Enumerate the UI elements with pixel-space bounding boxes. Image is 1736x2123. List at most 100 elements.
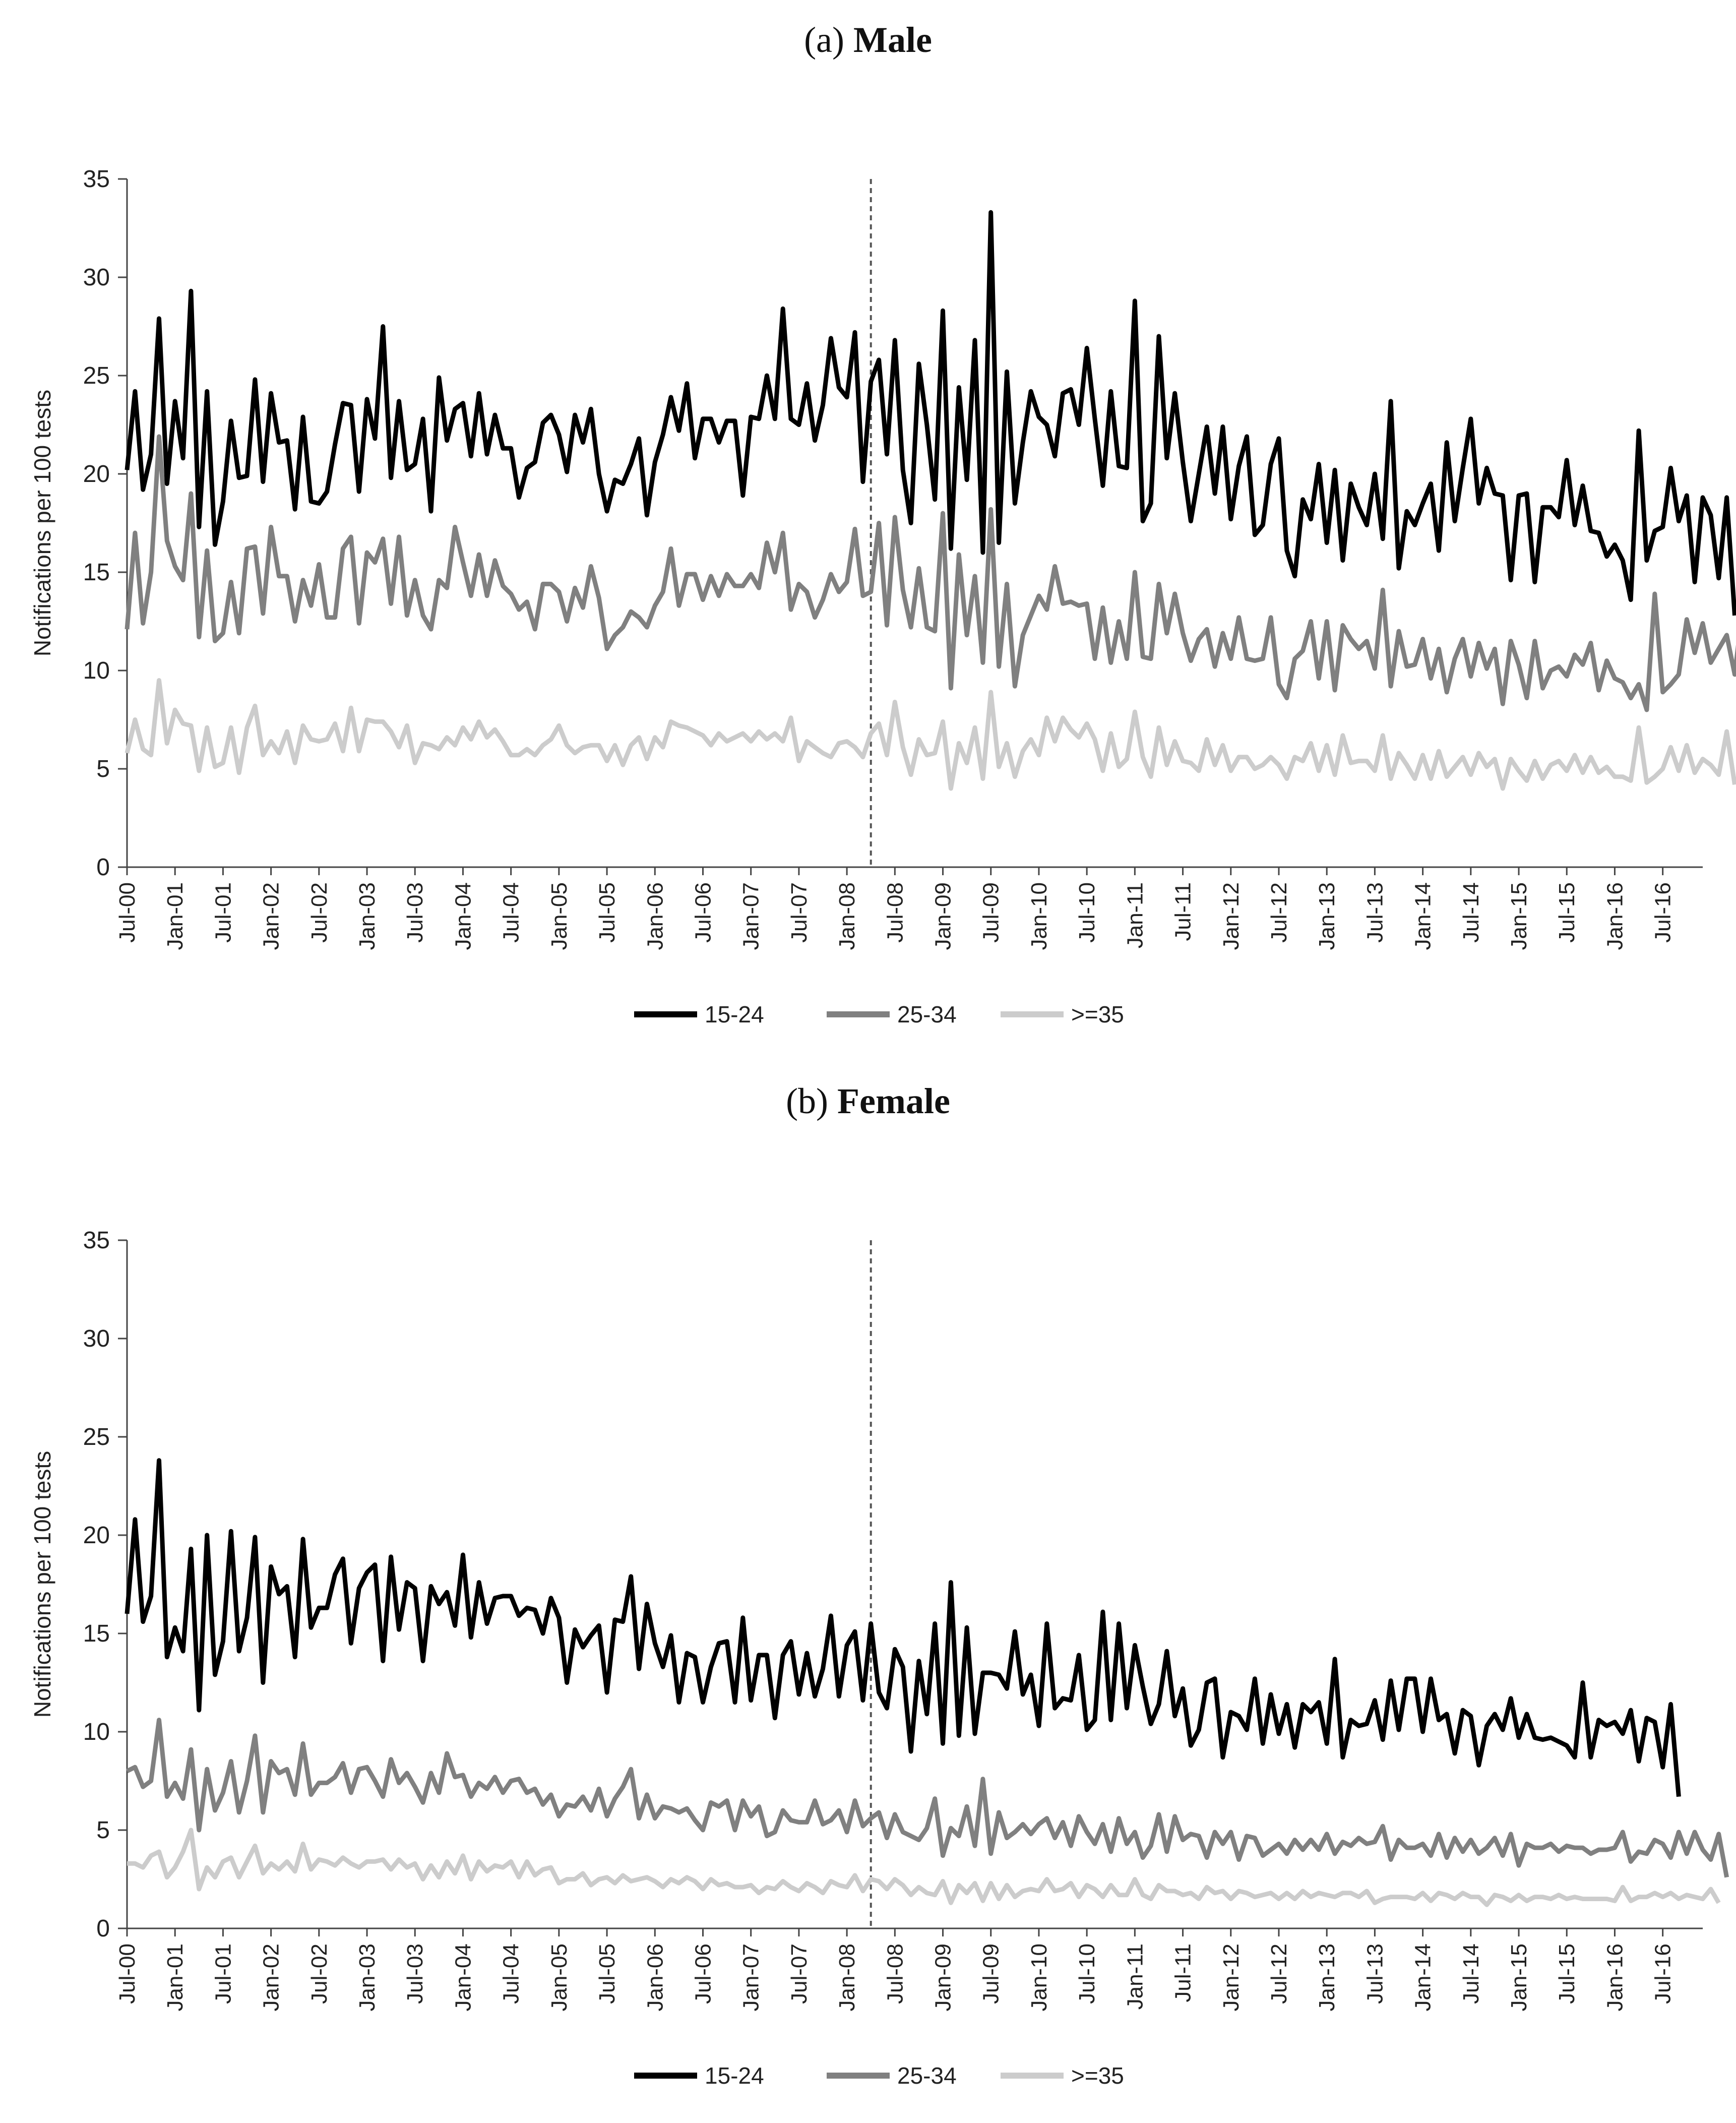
x-tick-label: Jan-10 [1027,1944,1051,2012]
legend-label: >=35 [1071,2063,1124,2089]
series-line-2534 [125,434,1736,712]
x-tick-label: Jan-11 [1123,882,1147,948]
panel-title-name: Male [853,20,932,60]
x-tick-label: Jan-15 [1507,882,1531,950]
legend-label: >=35 [1071,1001,1124,1027]
x-tick-label: Jan-06 [643,882,667,950]
x-tick-label: Jan-07 [739,882,764,950]
x-tick-label: Jul-02 [307,1944,332,2004]
x-tick-label: Jul-09 [979,1944,1004,2004]
x-tick-label: Jul-16 [1651,1944,1676,2004]
panel-female: (b) Female 0 5 10 15 20 25 30 35 Notifications p… [0,1061,1736,2122]
y-tick-label: 5 [96,1817,110,1844]
x-tick-label: Jul-01 [211,1944,235,2004]
x-tick-label: Jul-02 [307,882,332,943]
x-tick-label: Jan-01 [163,1944,188,2012]
x-tick-label: Jul-13 [1362,1944,1387,2004]
y-tick-label: 0 [96,1915,110,1942]
x-tick-label: Jan-08 [835,882,859,950]
x-tick-label: Jul-06 [691,1944,715,2004]
x-tick-label: Jul-14 [1459,1944,1483,2004]
legend-label: 15-24 [705,2063,764,2089]
x-tick-label: Jul-10 [1075,882,1099,943]
x-tick-label: Jan-03 [355,1944,380,2012]
x-tick-label: Jan-14 [1411,882,1436,950]
x-tick-label: Jul-03 [403,1944,427,2004]
legend-label: 25-34 [897,2063,957,2089]
series-line-35 [127,1828,1721,1907]
panel-title-label: (b) [786,1081,829,1121]
y-tick-label: 20 [83,1522,110,1549]
line-chart-female: 0 5 10 15 20 25 30 35 Notifications per 100 test… [29,1227,1729,2089]
x-tick-label: Jan-02 [259,1944,284,2012]
y-tick-label: 10 [83,657,110,684]
x-tick-label: Jan-13 [1315,882,1339,950]
x-tick-label: Jan-13 [1315,1944,1339,2012]
x-tick-label: Jul-00 [115,882,140,943]
y-tick-label: 25 [83,362,110,389]
x-tick-label: Jan-06 [643,1944,667,2012]
y-tick-label: 0 [96,854,110,881]
x-tick-label: Jul-05 [595,882,619,943]
y-tick-label: 5 [96,756,110,782]
x-tick-label: Jan-04 [451,1944,475,2012]
panel-title-name: Female [837,1081,950,1121]
series-line-35 [125,678,1736,791]
y-axis-label: Notifications per 100 tests [29,1451,55,1718]
x-tick-label: Jan-16 [1602,882,1627,950]
series-line-2534 [126,1718,1729,1878]
y-tick-label: 30 [83,264,110,291]
x-tick-label: Jan-07 [739,1944,764,2012]
x-tick-label: Jul-08 [883,882,907,943]
x-tick-label: Jan-03 [355,882,380,950]
x-tick-label: Jul-04 [499,882,524,943]
x-tick-label: Jul-13 [1362,882,1387,943]
x-tick-label: Jan-11 [1123,1944,1147,2010]
x-tick-label: Jul-07 [787,1944,812,2004]
panel-title-label: (a) [804,20,844,60]
x-tick-label: Jan-02 [259,882,284,950]
x-tick-label: Jul-00 [115,1944,140,2004]
x-tick-label: Jul-06 [691,882,715,943]
x-tick-label: Jul-15 [1555,882,1579,943]
y-tick-label: 10 [83,1719,110,1745]
x-tick-label: Jan-05 [547,882,572,950]
x-tick-label: Jan-05 [547,1944,572,2012]
y-tick-label: 25 [83,1424,110,1450]
y-tick-label: 30 [83,1325,110,1352]
x-tick-label: Jan-09 [931,882,956,950]
x-tick-label: Jul-15 [1555,1944,1579,2004]
legend-label: 15-24 [705,1001,764,1027]
x-tick-label: Jan-04 [451,882,475,950]
x-tick-label: Jan-14 [1411,1944,1436,2012]
x-tick-label: Jul-11 [1171,1944,1196,2003]
x-tick-label: Jul-12 [1267,882,1291,943]
x-tick-label: Jul-11 [1171,882,1196,941]
x-tick-label: Jan-01 [163,882,188,950]
x-tick-label: Jan-09 [931,1944,956,2012]
x-tick-label: Jul-08 [883,1944,907,2004]
series-line-1524 [125,210,1736,616]
x-tick-label: Jan-12 [1219,882,1244,950]
x-tick-label: Jan-10 [1027,882,1051,950]
line-chart-male: 0 5 10 15 20 25 30 35 Notifications per 100 test… [29,166,1736,1027]
x-tick-label: Jul-05 [595,1944,619,2004]
x-tick-label: Jul-12 [1267,1944,1291,2004]
panel-title: (a) Male [0,19,1736,61]
x-tick-label: Jul-01 [211,882,235,943]
x-tick-label: Jan-16 [1602,1944,1627,2012]
y-tick-label: 35 [83,166,110,193]
x-tick-label: Jul-09 [979,882,1004,943]
x-tick-label: Jul-14 [1459,882,1483,943]
y-tick-label: 15 [83,1620,110,1647]
legend-label: 25-34 [897,1001,957,1027]
panel-title: (b) Female [0,1080,1736,1122]
y-tick-label: 35 [83,1227,110,1254]
y-axis-label: Notifications per 100 tests [29,390,55,656]
y-tick-label: 20 [83,461,110,488]
x-tick-label: Jul-10 [1075,1944,1099,2004]
panel-male: (a) Male 0 5 10 15 20 25 30 35 Notifications per… [0,0,1736,1061]
x-tick-label: Jul-03 [403,882,427,943]
x-tick-label: Jan-15 [1507,1944,1531,2012]
x-tick-label: Jul-07 [787,882,812,943]
